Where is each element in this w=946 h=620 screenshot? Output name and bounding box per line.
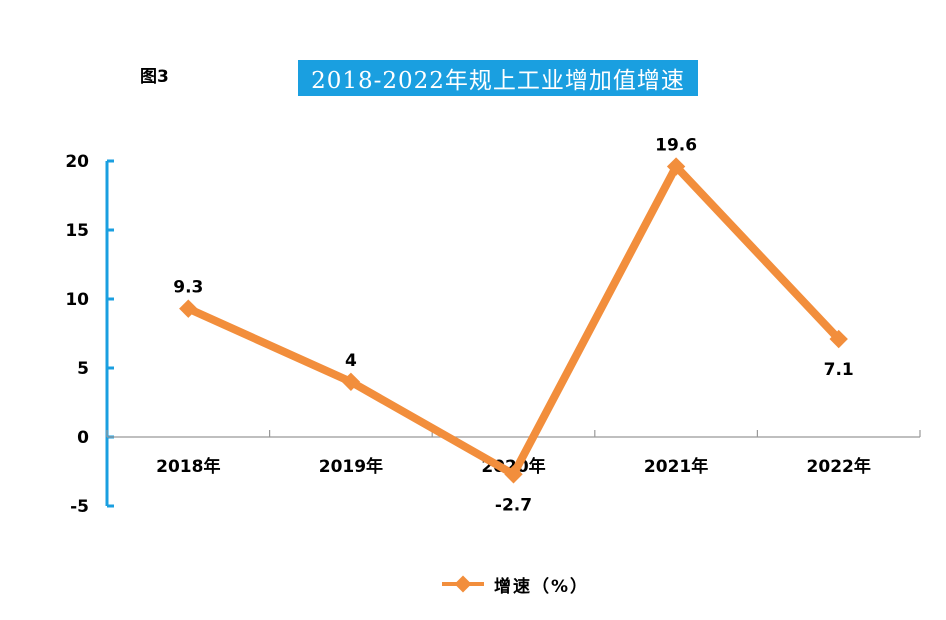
data-point-marker [829,329,848,349]
figure-label: 图3 [140,67,169,87]
y-tick-label: 5 [77,359,89,379]
series-line [179,157,848,484]
data-point-marker [341,372,361,391]
y-tick-label: 10 [65,290,89,310]
data-point-marker [179,299,198,318]
x-axis: 2018年2019年2020年2021年2022年 [106,430,921,477]
legend: 增速（%） [440,572,590,597]
chart-title: 2018-2022年规上工业增加值增速 [298,60,698,96]
x-category-label: 2019年 [319,456,383,477]
data-label: 19.6 [655,136,697,156]
data-point-marker [504,465,523,484]
x-category-label: 2018年 [156,456,220,477]
series-polyline [186,159,842,480]
data-label: 9.3 [173,278,203,298]
x-category-label: 2022年 [807,456,871,477]
legend-label: 增速（%） [494,576,590,597]
data-label: 7.1 [824,360,854,380]
legend-swatch [442,575,484,593]
data-point-marker [666,157,686,176]
y-tick-label: 0 [77,428,89,448]
x-category-label: 2021年 [644,456,708,477]
y-tick-label: -5 [70,497,89,517]
data-label: 4 [345,351,357,371]
y-tick-label: 20 [65,152,89,172]
y-tick-label: 15 [65,221,89,241]
data-labels: 9.3 4 -2.7 19.6 7.1 [173,136,854,516]
data-label: -2.7 [495,495,532,515]
y-axis: -5 0 5 10 15 20 [65,152,114,517]
